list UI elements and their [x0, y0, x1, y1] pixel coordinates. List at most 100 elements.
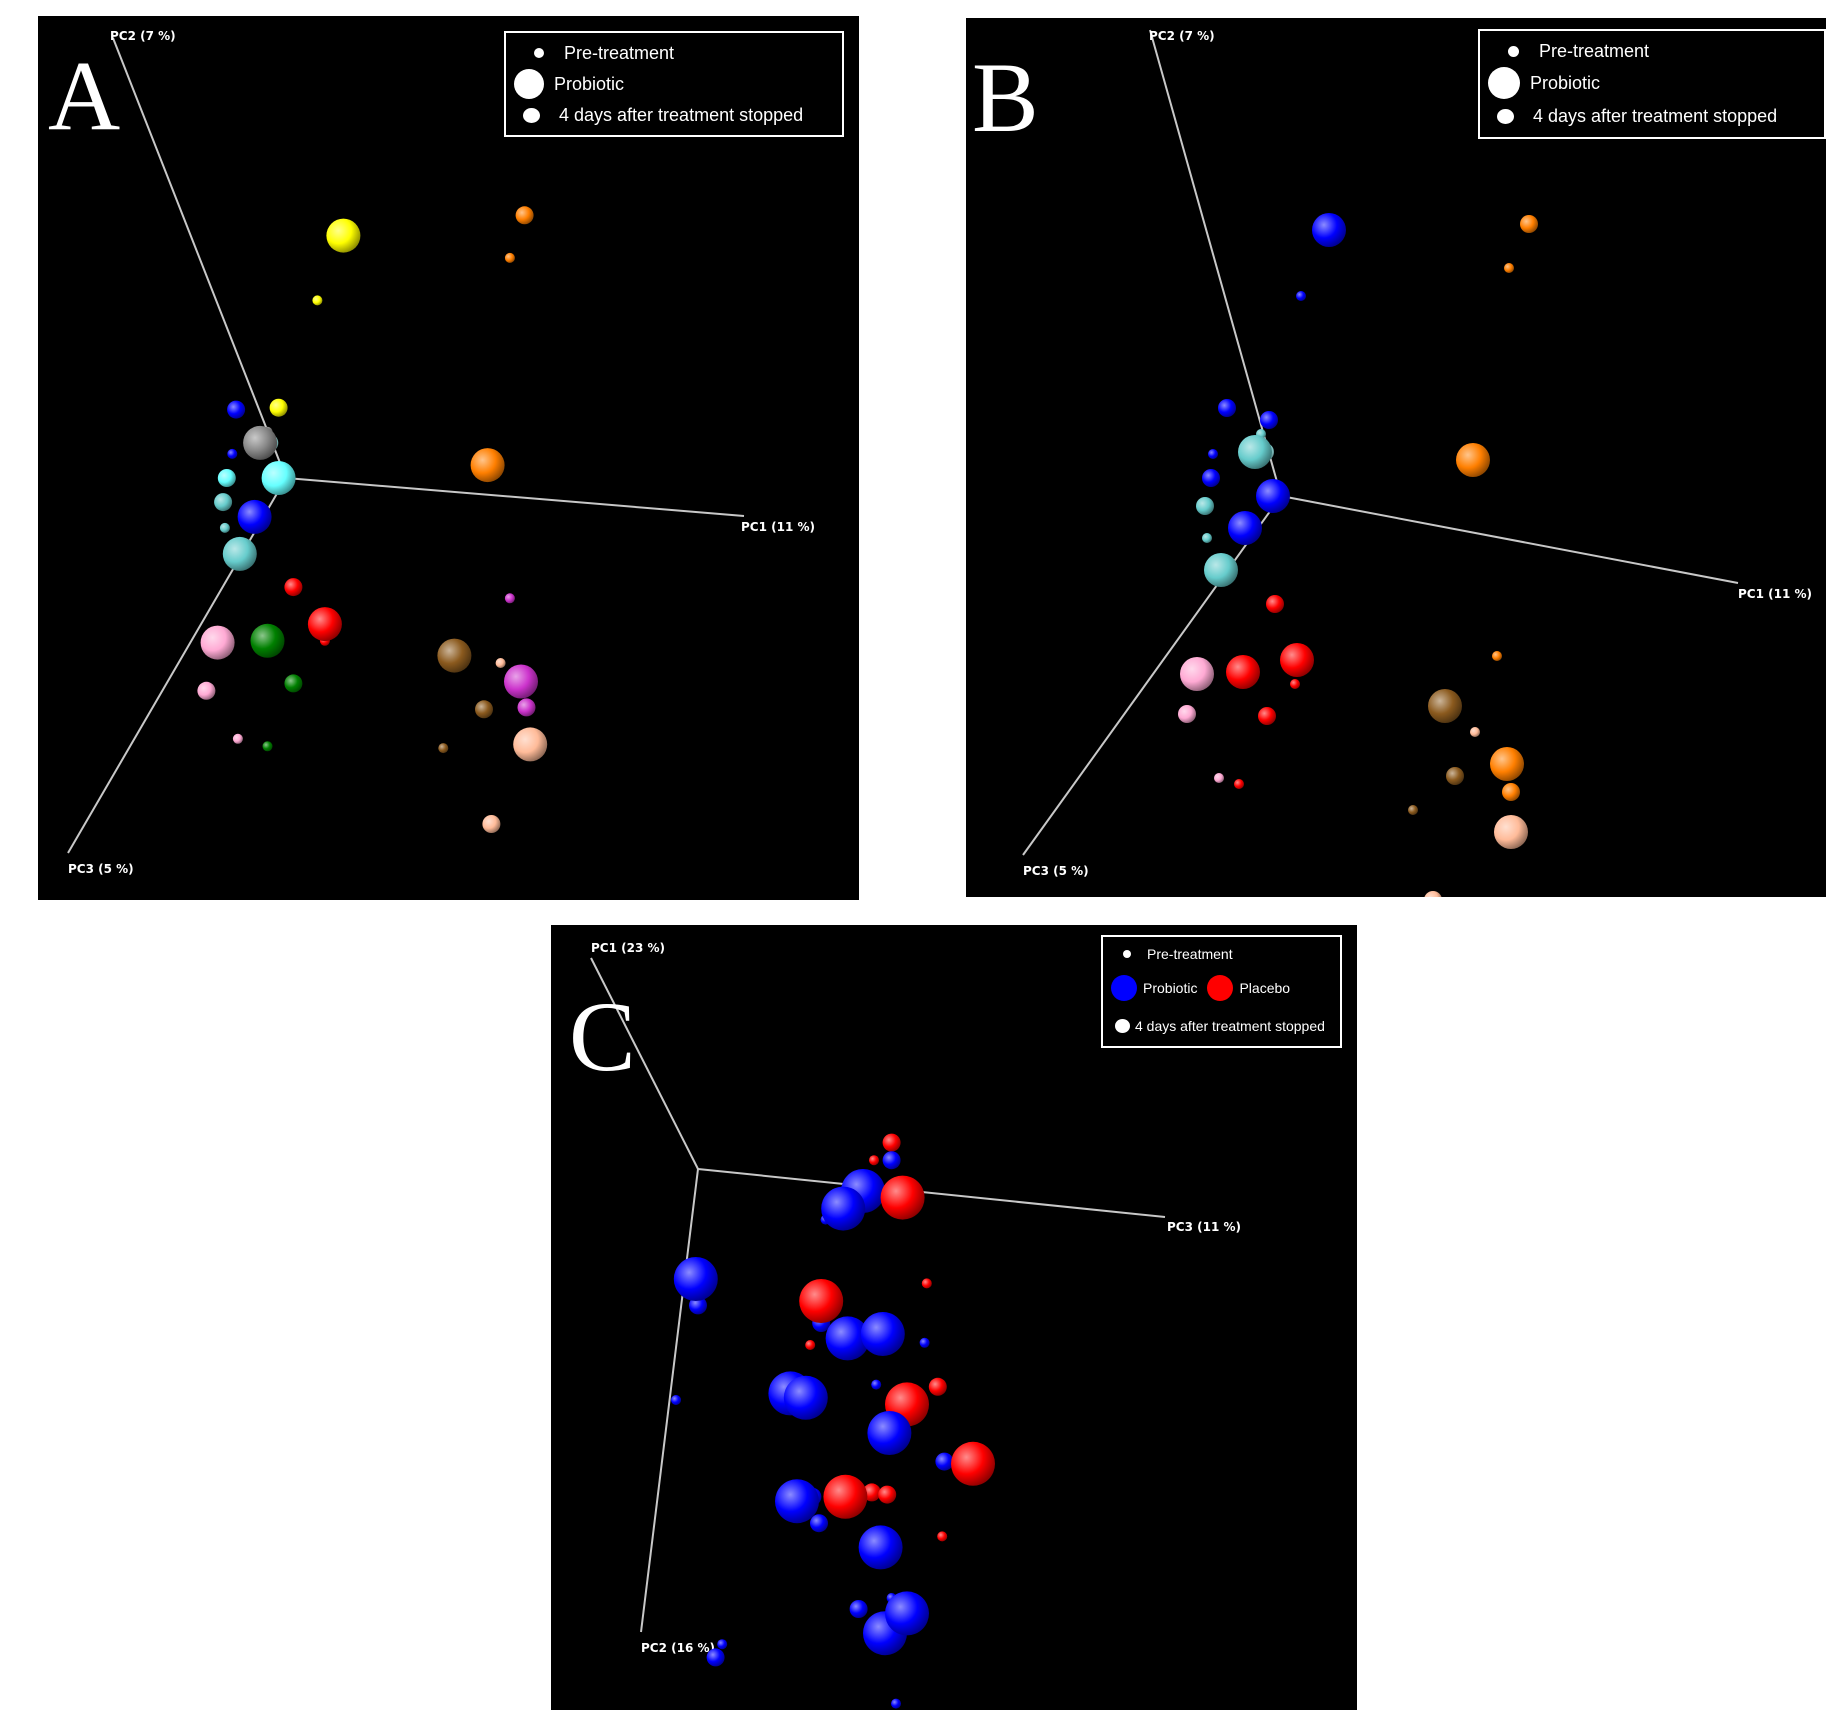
data-point: [504, 664, 538, 699]
axes-group: PC3 (11 %) PC1 (23 %) PC2 (16 %): [590, 941, 1241, 1655]
data-point: [1234, 779, 1244, 789]
data-point: [222, 536, 257, 571]
legend-item-probiotic-placebo: Probiotic Placebo: [1111, 973, 1290, 1003]
data-point: [885, 1591, 929, 1636]
points-group: [197, 206, 548, 833]
data-point: [825, 1316, 870, 1361]
data-point: [1470, 727, 1480, 737]
panel-letter-a: A: [48, 40, 121, 151]
legend-a: Pre-treatment Probiotic 4 days after tre…: [504, 31, 844, 137]
data-point: [1428, 689, 1462, 723]
legend-item-after-treatment: 4 days after treatment stopped: [1115, 1015, 1325, 1037]
data-point: [1296, 291, 1306, 301]
axis-y-line: [590, 957, 699, 1170]
data-point: [1178, 705, 1196, 723]
data-point: [237, 499, 272, 534]
legend-item-pre-treatment: Pre-treatment: [1498, 39, 1649, 63]
data-point: [919, 1337, 930, 1348]
axis-y-label: PC2 (7 %): [110, 29, 176, 43]
data-point: [673, 1257, 718, 1301]
axis-x-line: [697, 1168, 1166, 1218]
data-point: [284, 674, 303, 693]
legend-label: Pre-treatment: [564, 42, 675, 63]
data-point: [1408, 805, 1418, 815]
data-point: [227, 448, 238, 459]
legend-label: 4 days after treatment stopped: [559, 104, 804, 125]
data-point: [437, 638, 472, 673]
data-point: [799, 1279, 844, 1323]
legend-label: Pre-treatment: [1147, 946, 1233, 962]
data-point: [227, 400, 246, 419]
data-point: [517, 698, 536, 717]
axis-y-label: PC2 (7 %): [1149, 29, 1215, 43]
data-point: [475, 700, 493, 719]
data-point: [821, 1186, 866, 1231]
axes-group: PC1 (11 %) PC2 (7 %) PC3 (5 %): [1022, 29, 1812, 878]
legend-item-pre-treatment: Pre-treatment: [1117, 945, 1233, 963]
data-point: [214, 493, 233, 512]
data-point: [1266, 595, 1284, 613]
data-point: [775, 1479, 819, 1524]
panel-c: PC3 (11 %) PC1 (23 %) PC2 (16 %) C Pre-tre…: [551, 925, 1357, 1710]
data-point: [783, 1375, 828, 1420]
data-point: [1456, 443, 1490, 477]
data-point: [1256, 479, 1290, 513]
panel-letter-b: B: [972, 42, 1039, 153]
axis-z-label: PC3 (5 %): [68, 862, 134, 876]
legend-item-probiotic: Probiotic: [514, 67, 624, 101]
data-point: [858, 1525, 903, 1570]
legend-marker-placebo: [1207, 975, 1234, 1001]
data-point: [1228, 511, 1262, 545]
data-point: [671, 1395, 681, 1405]
data-point: [1238, 435, 1272, 469]
legend-marker-large: [1488, 67, 1520, 99]
data-point: [513, 727, 548, 762]
data-point: [1280, 643, 1314, 677]
points-group: [671, 1133, 995, 1709]
data-point: [1180, 657, 1214, 691]
data-point: [261, 461, 296, 495]
axis-x-label: PC1 (11 %): [1738, 587, 1812, 601]
data-point: [470, 448, 505, 483]
legend-label: 4 days after treatment stopped: [1533, 105, 1778, 126]
data-point: [232, 733, 243, 744]
data-point: [1492, 651, 1502, 661]
axis-z-line: [640, 1168, 699, 1633]
legend-item-after-treatment: 4 days after treatment stopped: [520, 103, 803, 127]
legend-marker-medium: [1497, 108, 1514, 124]
data-point: [326, 218, 361, 253]
data-point: [823, 1474, 868, 1519]
data-point: [1502, 783, 1520, 801]
data-point: [1196, 497, 1214, 515]
axis-x-line: [285, 477, 745, 517]
data-point: [860, 1312, 905, 1356]
data-point: [217, 469, 236, 487]
data-point: [1208, 449, 1218, 459]
data-point: [882, 1133, 901, 1152]
data-point: [438, 743, 449, 754]
data-point: [1494, 815, 1528, 849]
data-point: [878, 1485, 897, 1504]
data-point: [1424, 891, 1442, 897]
legend-b: Pre-treatment Probiotic 4 days after tre…: [1478, 29, 1826, 139]
legend-label: Probiotic: [554, 73, 625, 94]
legend-marker-probiotic: [1111, 975, 1137, 1001]
data-point: [197, 681, 216, 700]
data-point: [928, 1377, 947, 1396]
axis-y-line: [1149, 29, 1282, 497]
data-point: [871, 1379, 882, 1390]
data-point: [482, 815, 501, 833]
pcoa-plot-c: PC3 (11 %) PC1 (23 %) PC2 (16 %): [590, 941, 1241, 1709]
data-point: [495, 658, 506, 668]
data-point: [1226, 655, 1260, 689]
data-point: [312, 295, 323, 306]
axis-y-label: PC1 (23 %): [591, 941, 665, 955]
data-point: [891, 1698, 901, 1709]
legend-label: 4 days after treatment stopped: [1135, 1018, 1325, 1034]
data-point: [1260, 411, 1278, 429]
data-point: [284, 578, 303, 597]
legend-item-pre-treatment: Pre-treatment: [524, 41, 674, 65]
data-point: [1214, 773, 1224, 783]
data-point: [1490, 747, 1524, 781]
data-point: [935, 1452, 954, 1471]
